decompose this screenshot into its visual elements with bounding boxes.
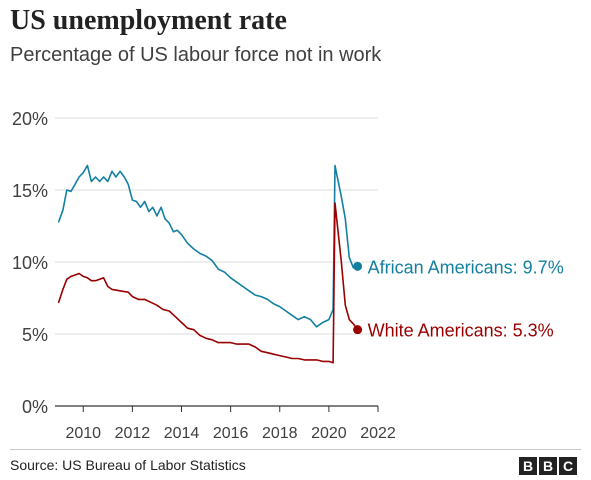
y-tick-label: 20% — [12, 109, 48, 129]
bbc-logo: B B C — [519, 457, 577, 475]
footer-divider — [10, 449, 581, 450]
x-tick-label: 2018 — [262, 425, 298, 442]
bbc-logo-letter: B — [539, 457, 557, 475]
series-line-white-americans — [57, 202, 359, 364]
x-tick-label: 2010 — [65, 425, 101, 442]
y-tick-label: 0% — [22, 397, 48, 417]
x-tick-label: 2020 — [311, 425, 347, 442]
x-tick-label: 2016 — [213, 425, 249, 442]
x-tick-label: 2012 — [115, 425, 151, 442]
x-tick-label: 2022 — [360, 425, 396, 442]
x-tick-label: 2014 — [164, 425, 200, 442]
y-tick-label: 15% — [12, 181, 48, 201]
chart-title: US unemployment rate — [10, 5, 287, 36]
series-label: White Americans: 5.3% — [368, 321, 554, 341]
line-chart: 0% 5% 10% 15% 20% 2010 2012 2014 2016 2018 2020 202… — [12, 109, 564, 442]
source-note: Source: US Bureau of Labor Statistics — [10, 457, 246, 473]
series-end-marker — [353, 325, 363, 335]
series-label: African Americans: 9.7% — [368, 257, 564, 277]
bbc-logo-letter: C — [559, 457, 577, 475]
bbc-logo-letter: B — [519, 457, 537, 475]
y-tick-label: 10% — [12, 253, 48, 273]
series-line-african-americans — [57, 164, 359, 328]
chart-subtitle: Percentage of US labour force not in wor… — [10, 44, 382, 66]
series-end-marker — [353, 261, 363, 271]
y-tick-label: 5% — [22, 325, 48, 345]
